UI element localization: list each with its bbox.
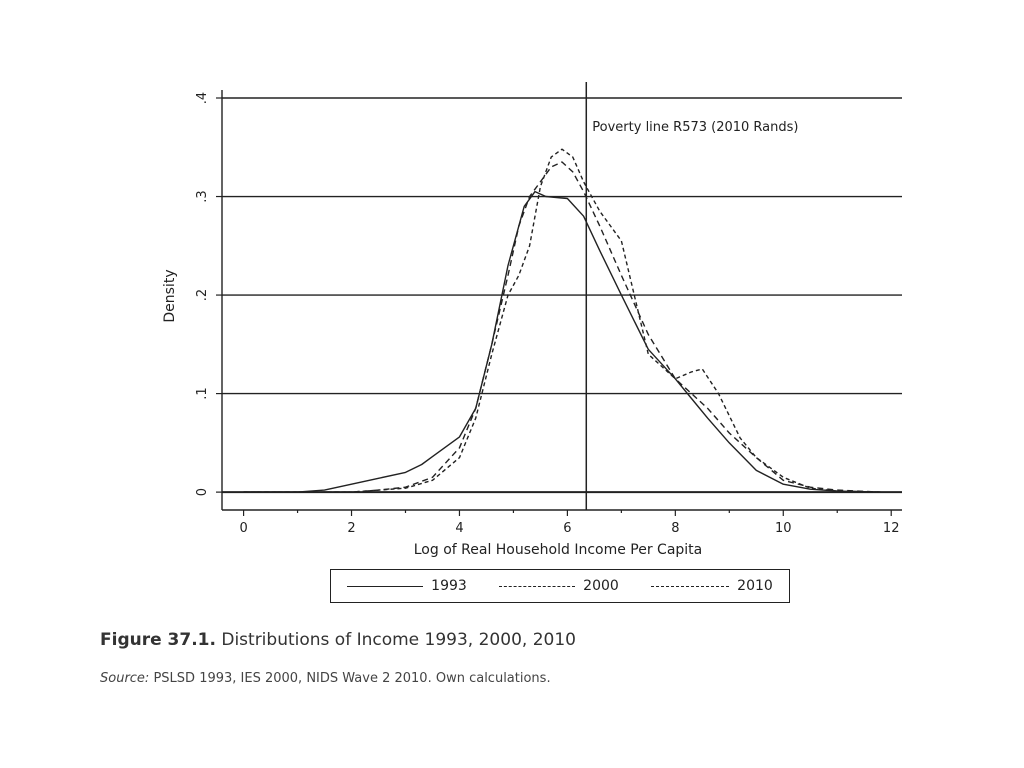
- axes: [216, 90, 902, 516]
- x-tick-label: 0: [239, 521, 247, 536]
- x-tick-label: 8: [671, 521, 679, 536]
- x-tick-label: 2: [347, 521, 355, 536]
- x-tick-label: 6: [563, 521, 571, 536]
- y-tick-label: .2: [195, 289, 210, 301]
- x-tick-label: 4: [455, 521, 463, 536]
- figure-title: Distributions of Income 1993, 2000, 2010: [221, 630, 576, 650]
- x-tick-label: 12: [883, 521, 900, 536]
- legend-item-2010: 2010: [651, 578, 773, 594]
- x-tick-label: 10: [775, 521, 792, 536]
- figure-caption: Figure 37.1. Distributions of Income 199…: [100, 630, 576, 650]
- x-axis-title: Log of Real Household Income Per Capita: [414, 542, 703, 558]
- legend-swatch: [499, 585, 576, 587]
- poverty-line-label: Poverty line R573 (2010 Rands): [592, 120, 798, 135]
- y-axis-title: Density: [162, 269, 178, 322]
- series-lines: [243, 148, 881, 493]
- y-tick-label: 0: [195, 488, 210, 496]
- axis-labels: 0 .1 .2 .3 .4 0 2 4 6 8 10 12 Density Log of Real Hou…: [162, 92, 899, 558]
- series-1993-line: [243, 190, 881, 493]
- source-note: Source: PSLSD 1993, IES 2000, NIDS Wave …: [100, 671, 551, 686]
- figure-label: Figure 37.1.: [100, 630, 216, 650]
- legend-label: 2000: [583, 578, 619, 594]
- y-tick-label: .3: [195, 190, 210, 202]
- legend-item-1993: 1993: [347, 578, 467, 594]
- source-text: PSLSD 1993, IES 2000, NIDS Wave 2 2010. …: [153, 671, 551, 686]
- legend-item-2000: 2000: [499, 578, 619, 594]
- y-tick-label: .1: [195, 387, 210, 399]
- y-tick-label: .4: [195, 92, 210, 104]
- legend: 1993 2000 2010: [330, 569, 790, 603]
- poverty-reference: Poverty line R573 (2010 Rands): [585, 82, 798, 510]
- gridlines: [222, 97, 902, 494]
- series-2010-line: [243, 148, 881, 493]
- legend-swatch: [347, 585, 424, 587]
- legend-label: 2010: [737, 578, 773, 594]
- source-label: Source:: [100, 671, 150, 686]
- series-2000-line: [243, 161, 881, 493]
- legend-label: 1993: [431, 578, 467, 594]
- legend-swatch: [651, 585, 730, 587]
